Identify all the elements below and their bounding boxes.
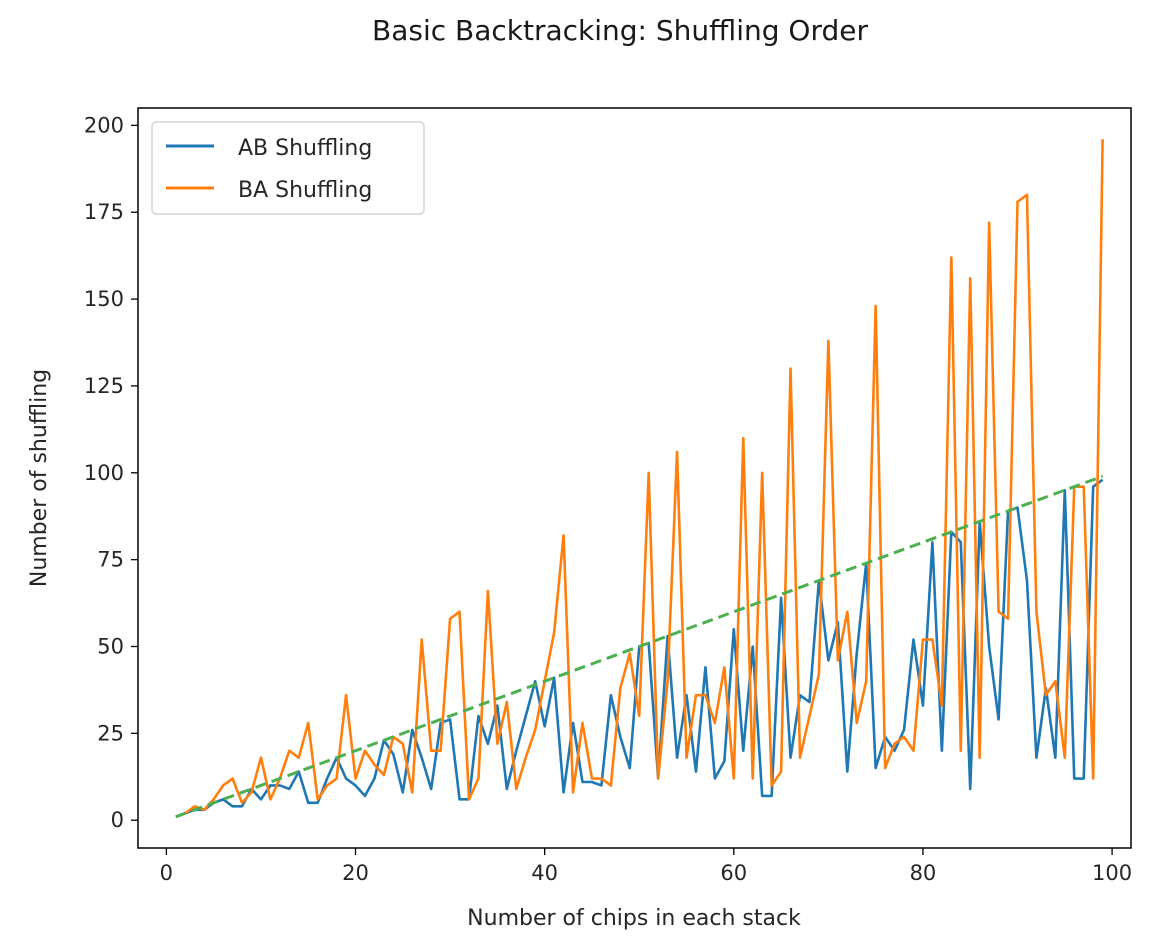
x-tick-label-100: 100 [1092, 861, 1132, 885]
y-tick-label-125: 125 [84, 374, 124, 398]
y-tick-label-75: 75 [97, 548, 124, 572]
y-tick-label-150: 150 [84, 287, 124, 311]
y-axis-label: Number of shuffling [27, 369, 52, 587]
series-reference-line [175, 474, 1104, 819]
y-tick-label-50: 50 [97, 634, 124, 658]
y-tick-label-100: 100 [84, 461, 124, 485]
x-tick-label-80: 80 [910, 861, 937, 885]
x-tick-label-20: 20 [342, 861, 369, 885]
legend-box [151, 121, 425, 215]
y-tick-label-0: 0 [111, 808, 124, 832]
legend-label-ab: AB Shuffling [238, 136, 372, 161]
series-ba-shuffling-line [175, 139, 1104, 818]
chart-title: Basic Backtracking: Shuffling Order [372, 14, 868, 47]
y-tick-label-200: 200 [84, 113, 124, 137]
y-tick-label-25: 25 [97, 721, 124, 745]
plot-area [175, 139, 1104, 819]
legend: AB Shuffling BA Shuffling [151, 121, 425, 215]
axes-frame [137, 107, 1132, 849]
x-axis: 0 20 40 60 80 100 [160, 848, 1132, 885]
y-tick-label-175: 175 [84, 200, 124, 224]
legend-label-ba: BA Shuffling [238, 178, 372, 203]
x-tick-label-40: 40 [531, 861, 558, 885]
x-tick-label-0: 0 [160, 861, 173, 885]
y-axis: 0 25 50 75 100 125 150 175 200 [84, 113, 138, 832]
x-axis-label: Number of chips in each stack [467, 906, 801, 931]
x-tick-label-60: 60 [720, 861, 747, 885]
